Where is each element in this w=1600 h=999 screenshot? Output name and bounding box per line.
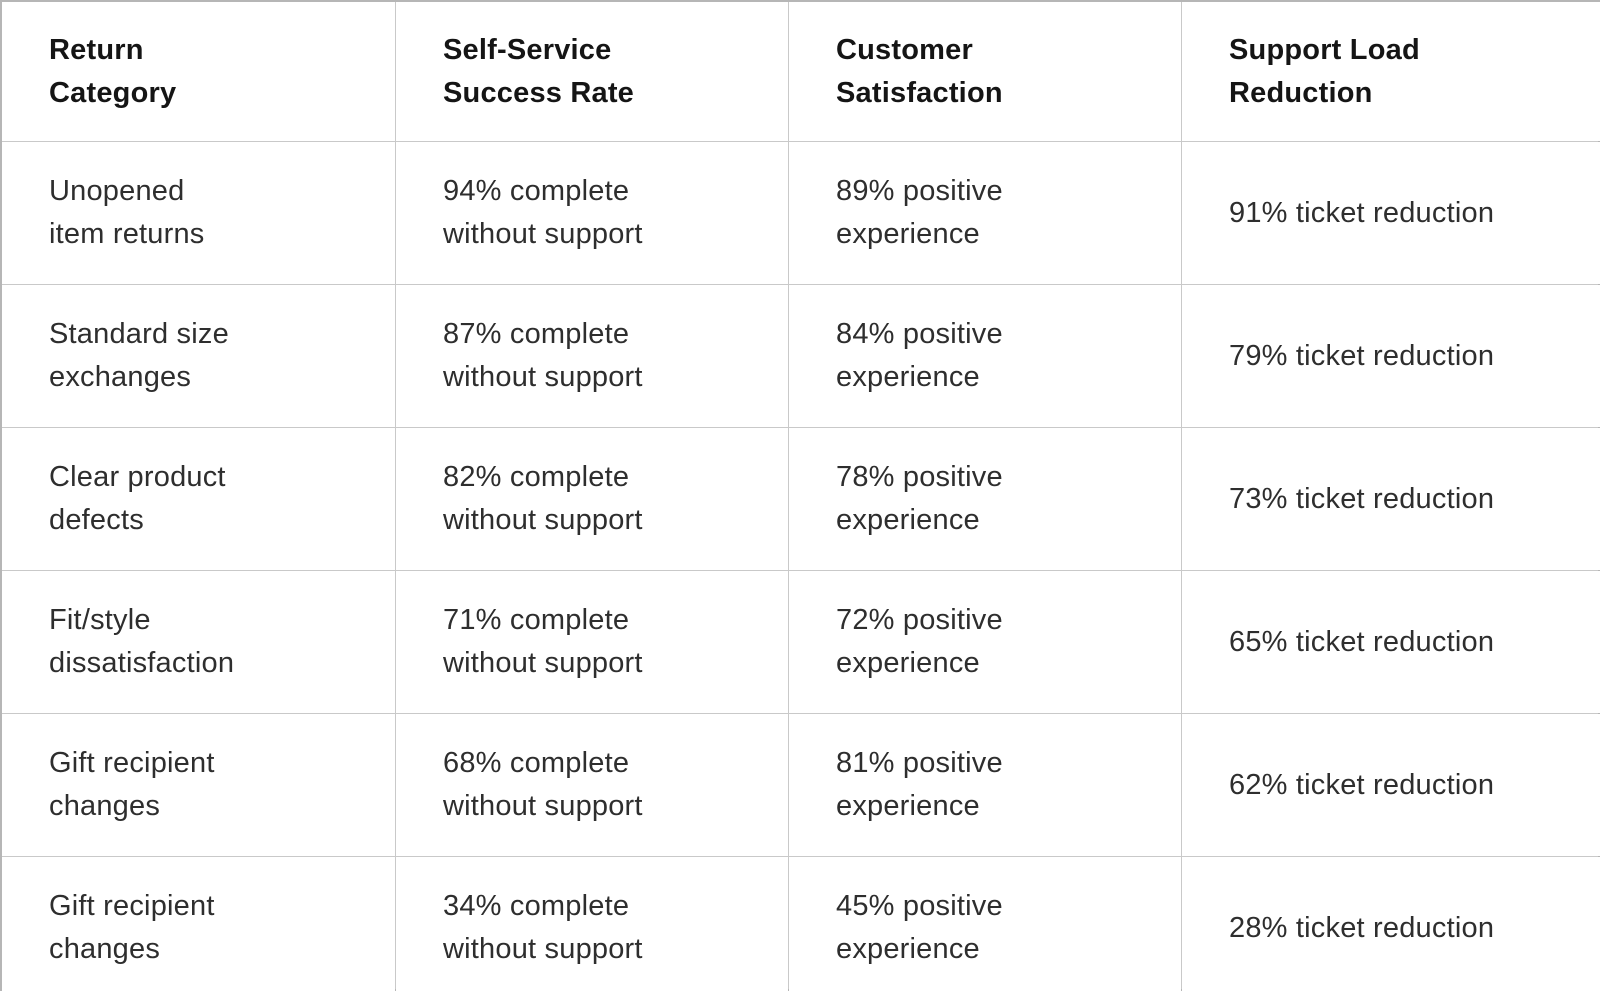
cell-support-load: 79% ticket reduction	[1182, 285, 1600, 427]
cell-self-service: 68% complete without support	[396, 714, 788, 856]
cell-satisfaction: 72% positive experience	[789, 571, 1181, 713]
cell-support-load: 65% ticket reduction	[1182, 571, 1600, 713]
cell-support-load: 62% ticket reduction	[1182, 714, 1600, 856]
cell-category: Gift recipient changes	[2, 714, 395, 856]
cell-self-service: 34% complete without support	[396, 857, 788, 999]
cell-category: Fit/style dissatisfaction	[2, 571, 395, 713]
header-return-category: Return Category	[2, 2, 395, 141]
cell-satisfaction: 81% positive experience	[789, 714, 1181, 856]
cell-category: Unopened item returns	[2, 142, 395, 284]
cell-support-load: 28% ticket reduction	[1182, 857, 1600, 999]
cell-satisfaction: 78% positive experience	[789, 428, 1181, 570]
cell-support-load: 73% ticket reduction	[1182, 428, 1600, 570]
header-self-service-success-rate: Self-Service Success Rate	[396, 2, 788, 141]
header-support-load-reduction: Support Load Reduction	[1182, 2, 1600, 141]
cell-satisfaction: 89% positive experience	[789, 142, 1181, 284]
cell-satisfaction: 45% positive experience	[789, 857, 1181, 999]
cell-self-service: 82% complete without support	[396, 428, 788, 570]
cell-self-service: 87% complete without support	[396, 285, 788, 427]
cell-satisfaction: 84% positive experience	[789, 285, 1181, 427]
header-customer-satisfaction: Customer Satisfaction	[789, 2, 1181, 141]
cell-self-service: 71% complete without support	[396, 571, 788, 713]
cell-category: Gift recipient changes	[2, 857, 395, 999]
cell-support-load: 91% ticket reduction	[1182, 142, 1600, 284]
cell-category: Standard size exchanges	[2, 285, 395, 427]
cell-category: Clear product defects	[2, 428, 395, 570]
cell-self-service: 94% complete without support	[396, 142, 788, 284]
